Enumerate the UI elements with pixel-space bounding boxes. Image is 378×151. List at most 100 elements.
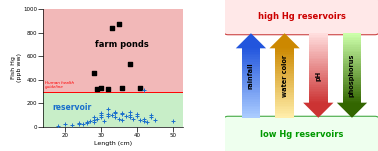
Polygon shape: [242, 64, 260, 66]
Polygon shape: [309, 90, 328, 92]
Polygon shape: [242, 60, 260, 62]
Polygon shape: [309, 85, 328, 87]
Polygon shape: [236, 33, 266, 48]
Polygon shape: [275, 116, 294, 118]
Point: [98, 87, 104, 89]
Polygon shape: [309, 98, 328, 99]
Point: [148, 116, 154, 119]
Polygon shape: [343, 49, 361, 51]
Polygon shape: [242, 113, 260, 114]
Polygon shape: [242, 100, 260, 102]
Point: [134, 113, 140, 115]
Point: [105, 88, 111, 90]
Point: [137, 119, 143, 121]
Polygon shape: [343, 75, 361, 77]
Polygon shape: [242, 73, 260, 74]
Polygon shape: [309, 101, 328, 103]
Polygon shape: [242, 66, 260, 67]
Polygon shape: [242, 104, 260, 106]
Polygon shape: [275, 109, 294, 111]
Text: Human health
guideline: Human health guideline: [45, 81, 74, 89]
Polygon shape: [343, 44, 361, 45]
Polygon shape: [275, 107, 294, 109]
Polygon shape: [309, 49, 328, 51]
Polygon shape: [275, 62, 294, 64]
Polygon shape: [242, 90, 260, 92]
Polygon shape: [275, 88, 294, 90]
Point: [87, 120, 93, 122]
Point: [127, 114, 133, 116]
Polygon shape: [343, 99, 361, 101]
Polygon shape: [242, 48, 260, 50]
Polygon shape: [343, 70, 361, 71]
Polygon shape: [343, 78, 361, 80]
Polygon shape: [309, 70, 328, 71]
Polygon shape: [275, 114, 294, 116]
Point: [108, 114, 115, 116]
Polygon shape: [309, 44, 328, 45]
Polygon shape: [242, 57, 260, 59]
Point: [105, 115, 111, 117]
Text: low Hg reservoirs: low Hg reservoirs: [260, 130, 343, 139]
Point: [137, 87, 143, 89]
Polygon shape: [309, 94, 328, 96]
Y-axis label: Fish Hg
(ppb ww): Fish Hg (ppb ww): [11, 53, 22, 82]
Polygon shape: [275, 113, 294, 114]
Polygon shape: [309, 47, 328, 49]
Polygon shape: [309, 38, 328, 40]
Point: [119, 119, 125, 121]
Polygon shape: [309, 66, 328, 68]
Polygon shape: [343, 42, 361, 44]
Polygon shape: [275, 71, 294, 73]
Polygon shape: [343, 38, 361, 40]
Polygon shape: [275, 78, 294, 80]
Polygon shape: [242, 62, 260, 64]
Polygon shape: [309, 54, 328, 56]
Polygon shape: [242, 95, 260, 97]
Polygon shape: [275, 69, 294, 71]
Point: [130, 117, 136, 120]
Point: [170, 120, 176, 122]
Polygon shape: [275, 60, 294, 62]
Polygon shape: [309, 61, 328, 63]
Polygon shape: [242, 109, 260, 111]
Polygon shape: [275, 52, 294, 53]
Polygon shape: [309, 40, 328, 42]
Polygon shape: [309, 80, 328, 82]
Polygon shape: [242, 92, 260, 93]
Polygon shape: [343, 84, 361, 85]
Polygon shape: [309, 68, 328, 70]
Polygon shape: [309, 52, 328, 54]
Polygon shape: [242, 93, 260, 95]
Polygon shape: [343, 96, 361, 98]
Polygon shape: [275, 59, 294, 60]
Point: [116, 117, 122, 120]
Polygon shape: [343, 52, 361, 54]
Polygon shape: [242, 50, 260, 52]
Polygon shape: [242, 55, 260, 57]
Polygon shape: [275, 74, 294, 76]
Polygon shape: [309, 71, 328, 73]
Polygon shape: [343, 89, 361, 90]
Polygon shape: [242, 116, 260, 118]
Polygon shape: [242, 78, 260, 80]
Polygon shape: [275, 73, 294, 74]
Polygon shape: [242, 67, 260, 69]
Point: [112, 116, 118, 119]
Polygon shape: [309, 78, 328, 80]
Polygon shape: [309, 84, 328, 85]
Point: [119, 87, 125, 89]
Polygon shape: [275, 64, 294, 66]
Polygon shape: [343, 64, 361, 66]
Point: [91, 116, 97, 119]
Polygon shape: [275, 76, 294, 78]
Polygon shape: [343, 85, 361, 87]
Polygon shape: [275, 99, 294, 100]
Polygon shape: [275, 85, 294, 87]
Polygon shape: [242, 114, 260, 116]
Polygon shape: [242, 106, 260, 107]
Polygon shape: [303, 103, 333, 118]
Point: [112, 111, 118, 114]
Polygon shape: [275, 83, 294, 85]
Polygon shape: [343, 63, 361, 64]
